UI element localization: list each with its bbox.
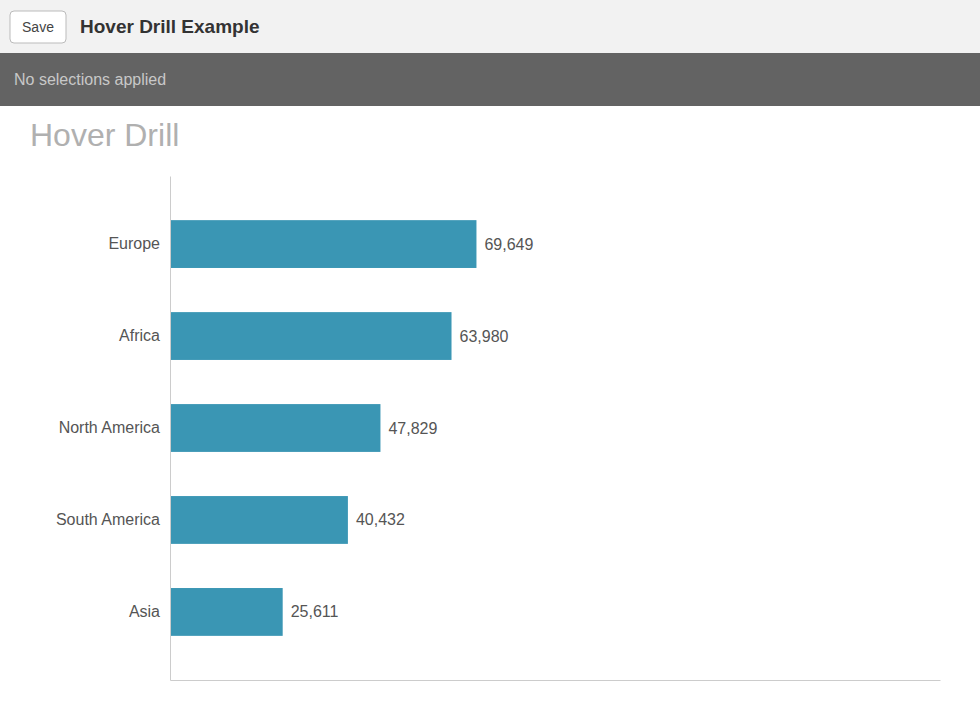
save-button-label[interactable]: Save — [22, 19, 54, 35]
filter-bar: No selections applied — [0, 53, 980, 106]
bar — [170, 404, 380, 452]
filter-bar-text: No selections applied — [14, 71, 166, 88]
bar — [170, 312, 452, 360]
y-axis: Europe Africa North America South America As… — [56, 177, 171, 681]
bar — [170, 220, 476, 268]
value-label: 69,649 — [484, 236, 533, 253]
category-label: Asia — [129, 603, 160, 620]
y-axis-line — [170, 177, 171, 681]
bar — [170, 496, 348, 544]
category-label: South America — [56, 511, 160, 528]
value-label: 47,829 — [388, 420, 437, 437]
chart-title: Hover Drill — [30, 117, 179, 153]
bars — [170, 220, 476, 636]
toolbar-bg — [0, 0, 980, 53]
category-label: Europe — [108, 235, 160, 252]
save-button[interactable]: Save — [10, 11, 66, 43]
filter-bar-bg — [0, 53, 980, 106]
plot: Europe Africa North America South America As… — [56, 177, 941, 681]
y-tick: South America — [56, 511, 170, 528]
value-label: 40,432 — [356, 511, 405, 528]
y-tick: Europe — [108, 235, 170, 252]
y-tick: North America — [59, 419, 170, 436]
value-label: 25,611 — [291, 603, 339, 620]
chart-svg: Save Hover Drill Example No selections app… — [0, 0, 980, 720]
toolbar-title: Hover Drill Example — [80, 16, 260, 37]
y-tick: Asia — [129, 603, 170, 620]
x-axis — [171, 680, 941, 681]
category-label: North America — [59, 419, 160, 436]
bar — [170, 588, 283, 636]
save-button-box[interactable] — [10, 11, 66, 43]
value-label: 63,980 — [460, 328, 509, 345]
y-tick: Africa — [119, 327, 170, 344]
toolbar: Save Hover Drill Example — [0, 0, 980, 53]
data-labels: 69,649 63,980 47,829 40,432 25,611 — [291, 236, 534, 621]
category-label: Africa — [119, 327, 160, 344]
x-axis-line — [171, 680, 941, 681]
